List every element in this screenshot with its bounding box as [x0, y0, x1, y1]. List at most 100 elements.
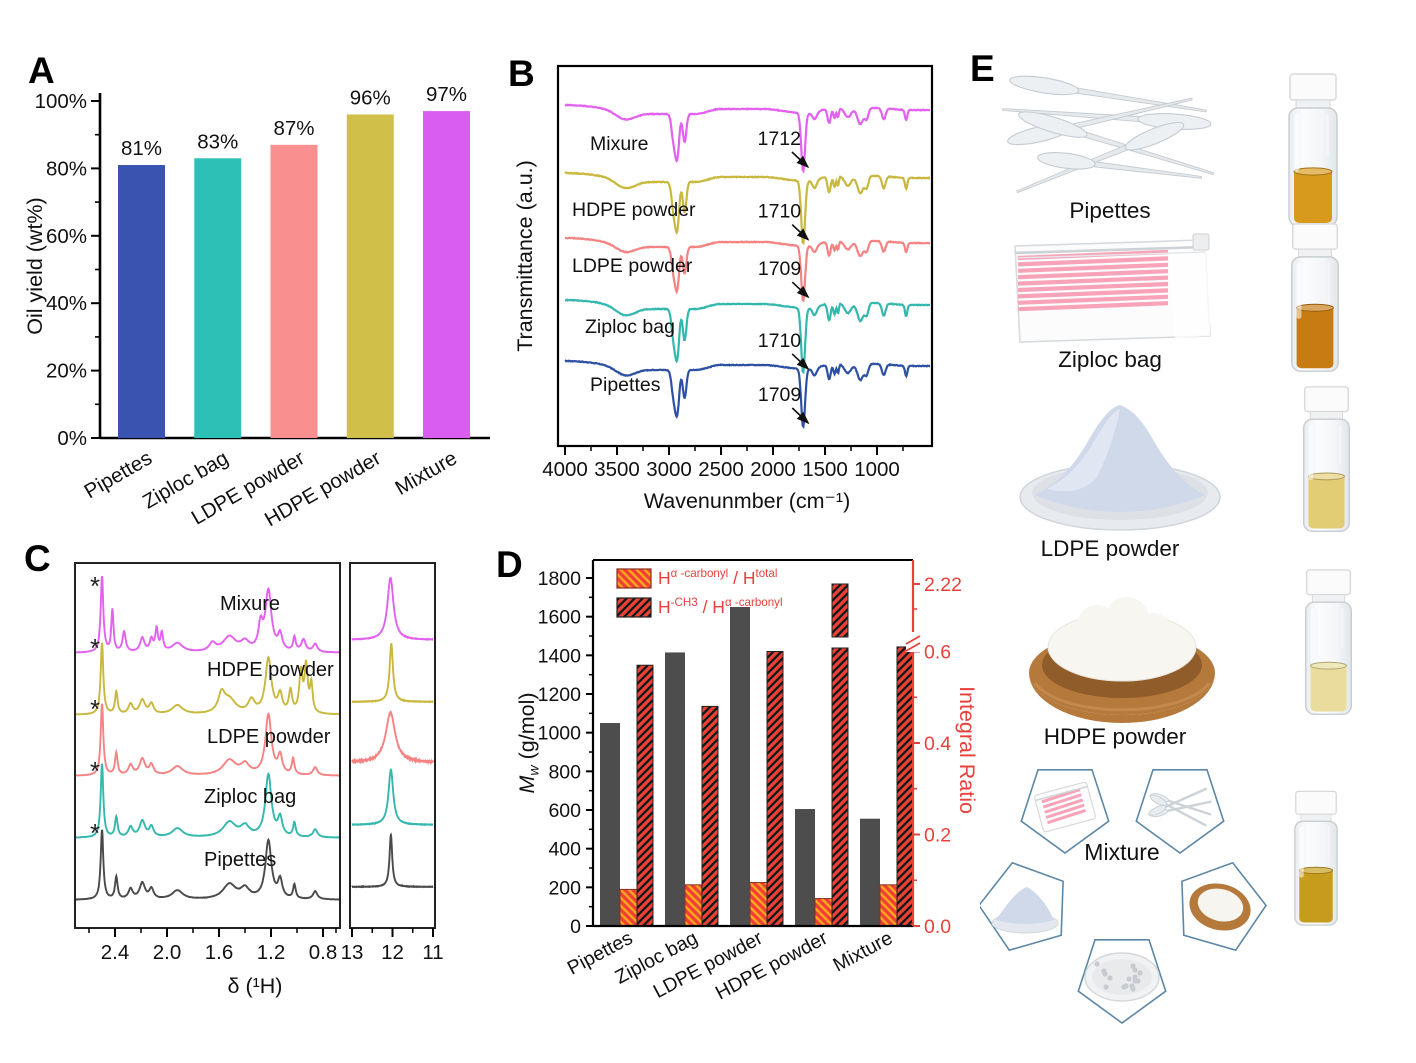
right-tick-label: 0.2 — [924, 825, 951, 847]
y-tick-label: 100% — [35, 90, 87, 113]
glass-highlight — [1296, 262, 1302, 319]
ldpe-powder-photo-label: LDPE powder — [1040, 536, 1180, 561]
x-tick-label: 0.8 — [309, 941, 338, 964]
annotation-arrow — [791, 407, 810, 425]
series-label: Ziploc bag — [204, 786, 296, 808]
panel-b-ftir-spectra-chart: 4000 3500 3000 2500 2000 1500 1000Wavenunmber … — [513, 64, 934, 513]
series-label: Pipettes — [204, 849, 276, 871]
ratio2-bar-ziploc-bag — [701, 705, 719, 927]
series-label: LDPE powder — [572, 255, 693, 277]
pipettes-photo — [1002, 75, 1215, 194]
x-tick-label: 2000 — [750, 458, 796, 481]
vial-cap — [1295, 790, 1337, 815]
x-tick-label: 11 — [422, 941, 443, 964]
spectrum-pipettes — [564, 359, 930, 430]
oil-surface — [1307, 472, 1346, 481]
left-tick-label: 0 — [570, 916, 581, 938]
mixture-pentagon-collage: Mixture — [980, 768, 1267, 1024]
right-plot-frame — [349, 562, 436, 929]
mw-bar-pipettes — [600, 723, 620, 926]
series-label: HDPE powder — [572, 199, 696, 221]
left-tick-label: 600 — [548, 800, 581, 822]
spectrum-ldpe-powder — [564, 236, 930, 303]
x-tick-label: 2500 — [698, 458, 744, 481]
ratio1-bar-pipettes — [619, 888, 638, 927]
bar-value-label: 87% — [273, 117, 314, 140]
solvent-peak-asterisk: * — [90, 818, 100, 848]
peak-annotation: 1709 — [758, 384, 801, 406]
x-axis-title: Wavenunmber (cm⁻¹) — [644, 489, 850, 513]
glass-highlight — [1310, 607, 1316, 663]
series-label: Mixure — [220, 593, 280, 615]
mini-ziploc-bag — [1034, 781, 1096, 833]
right-tick-label-2-22: 2.22 — [924, 574, 962, 596]
vial-oil — [1308, 476, 1345, 529]
oil-surface — [1296, 303, 1334, 312]
vial-cap — [1291, 223, 1339, 250]
right-tick-label: 0.4 — [924, 733, 951, 755]
legend-swatch-ratio1 — [616, 568, 652, 589]
left-tick-label: 200 — [548, 877, 581, 899]
y-tick-label: 60% — [46, 225, 87, 248]
nmr-right-segment — [351, 577, 434, 642]
mound-highlight — [1047, 409, 1120, 492]
mixture-label: Mixture — [1084, 839, 1159, 865]
right-tick-label: 0.0 — [924, 916, 951, 938]
bowl-front-rim — [1029, 673, 1215, 723]
oil-vial-ziploc-bag — [1291, 223, 1339, 372]
glass-highlight — [1338, 424, 1342, 465]
spectra — [564, 103, 930, 430]
vial-oil — [1294, 171, 1332, 223]
peak-annotation: 1709 — [758, 258, 801, 280]
series-label: LDPE powder — [207, 726, 331, 748]
x-tick-label: 2.4 — [101, 941, 130, 964]
x-tick-label: 2.0 — [153, 941, 182, 964]
nmr-mixure — [76, 575, 339, 654]
y-tick-label: 0% — [57, 427, 87, 450]
left-tick-label: 400 — [548, 839, 581, 861]
solvent-peak-asterisk: * — [90, 571, 100, 601]
oil-vial-mixture — [1294, 790, 1338, 926]
nmr-right-segment — [351, 642, 434, 704]
panel-e-label: E — [970, 48, 995, 89]
x-tick-label: 1000 — [854, 458, 900, 481]
x-tick-label: 3000 — [646, 458, 692, 481]
pipettes-photo-label: Pipettes — [1069, 198, 1151, 223]
ratio2-bar-hdpe-powder-lower — [831, 647, 849, 927]
nmr-right-segment — [351, 832, 434, 889]
mw-bar-hdpe-powder — [795, 809, 815, 926]
glass-highlight — [1308, 424, 1314, 480]
bar-value-label: 83% — [197, 130, 238, 153]
glass-highlight — [1327, 262, 1331, 304]
glass-highlight — [1327, 826, 1331, 864]
bar-ldpe-powder — [270, 144, 318, 438]
ziploc-bag-photo — [1014, 233, 1211, 343]
vial-cap — [1303, 386, 1350, 413]
bar-ziploc-bag — [194, 158, 242, 438]
panel-c-label: C — [24, 538, 51, 579]
ldpe-powder-mound — [1035, 405, 1205, 512]
annotation-arrow — [791, 151, 810, 169]
panel-a-label: A — [28, 50, 55, 91]
glass-highlight — [1340, 607, 1344, 648]
y-tick-label: 40% — [46, 292, 87, 315]
ratio1-bar-hdpe-powder — [814, 898, 833, 927]
zipper — [1014, 245, 1206, 255]
x-tick-label: 1.6 — [205, 941, 234, 964]
nmr-ldpe-powder — [76, 703, 339, 777]
left-tick-label: 1000 — [538, 723, 582, 745]
nmr-right-segment — [351, 767, 434, 827]
bar-value-label: 81% — [121, 137, 162, 160]
panel-c-nmr-spectra-chart: 2.4 2.0 1.6 1.2 0.8 13 12 11 δ (¹H) Mixure * HDPE p… — [74, 562, 444, 998]
bar-mixture — [423, 111, 470, 439]
spectrum-mixure — [564, 103, 930, 174]
plot-frame — [556, 64, 934, 448]
legend-label-ratio1: Hα -carbonyl / Htotal — [658, 567, 777, 588]
nmr-spectra-right — [351, 577, 434, 889]
vial-oil — [1299, 870, 1333, 923]
annotation-arrow — [791, 353, 810, 371]
nmr-pipettes — [76, 829, 339, 901]
solvent-peak-asterisk: * — [90, 756, 100, 786]
